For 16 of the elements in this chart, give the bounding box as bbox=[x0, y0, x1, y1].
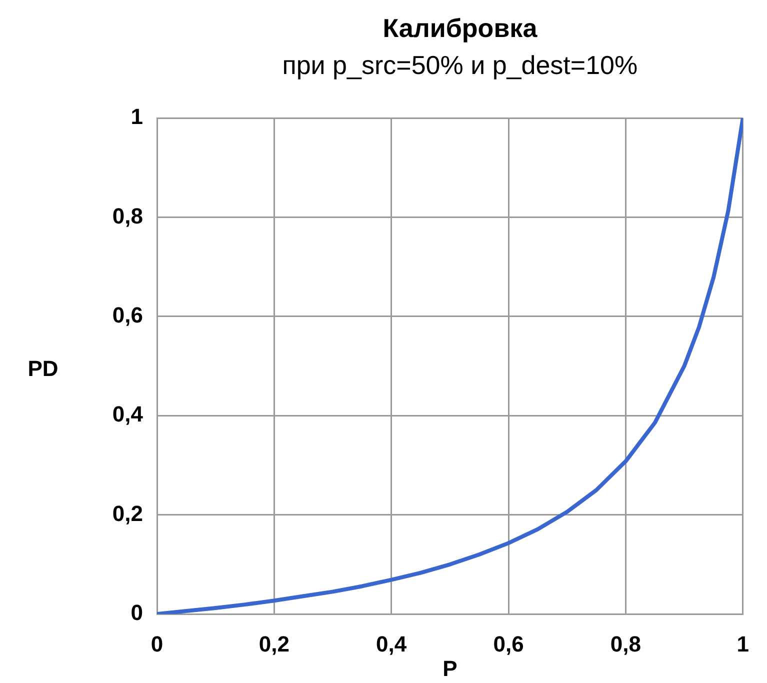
x-tick-label: 1 bbox=[736, 631, 750, 656]
chart-subtitle: при p_src=50% и p_dest=10% bbox=[282, 50, 638, 80]
x-tick-label: 0,2 bbox=[258, 631, 290, 656]
x-tick-label: 0,4 bbox=[376, 631, 408, 656]
x-tick-label: 0,6 bbox=[493, 631, 524, 656]
x-tick-label: 0,8 bbox=[610, 631, 642, 656]
y-tick-label: 0,8 bbox=[112, 203, 143, 228]
x-tick-label: 0 bbox=[150, 631, 164, 656]
y-tick-label: 0,4 bbox=[112, 402, 144, 427]
x-axis-title: P bbox=[442, 656, 458, 682]
chart-title: Калибровка bbox=[382, 13, 538, 44]
y-tick-label: 1 bbox=[130, 104, 143, 130]
y-tick-label: 0,2 bbox=[112, 500, 143, 526]
y-tick-label: 0 bbox=[130, 600, 143, 626]
y-tick-label: 0,6 bbox=[112, 302, 143, 328]
y-axis-title: PD bbox=[28, 356, 58, 382]
